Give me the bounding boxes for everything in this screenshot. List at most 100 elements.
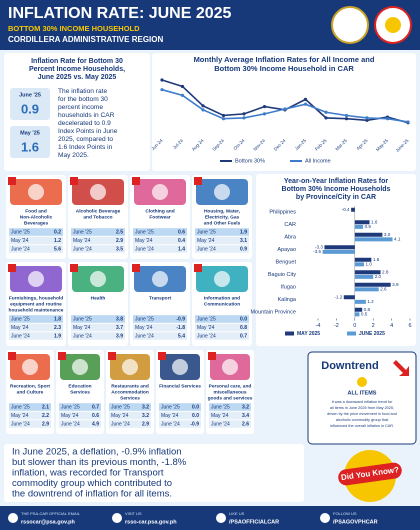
footer-label: LIKE US <box>229 511 245 516</box>
x-tick-label: 2 <box>372 323 375 329</box>
footer-icon <box>8 513 18 523</box>
card-row-value: 2.1 <box>42 404 49 410</box>
card-row-value: 3.1 <box>240 238 247 244</box>
card-icon-glyph <box>214 271 230 287</box>
card-row <box>9 315 63 323</box>
title: INFLATION RATE: JUNE 2025 <box>8 5 232 22</box>
card-row-label: May '24 <box>111 413 129 419</box>
card-name: Alcoholic Beverage <box>76 208 121 214</box>
bar-panel <box>256 174 416 346</box>
point <box>262 105 267 109</box>
card-icon-glyph <box>152 184 168 200</box>
card-name: miscellaneous <box>213 389 246 395</box>
card-row <box>133 228 187 236</box>
point <box>242 116 246 120</box>
card-icon-glyph <box>72 359 88 375</box>
may-value: 1.6 <box>21 139 39 154</box>
value-label: 1.2 <box>367 299 374 304</box>
y-tick-label: Abra <box>284 235 297 241</box>
y-tick-label: Apayao <box>277 247 296 253</box>
footer-value: /PSAGOVPHCAR <box>333 519 378 525</box>
y-tick-label: Mountain Province <box>250 310 296 316</box>
summary-text: May 2025. <box>58 152 89 159</box>
card-row-label: May '24 <box>61 413 79 419</box>
card-name: Services <box>120 395 140 401</box>
trend-arrow <box>208 352 216 360</box>
card-row <box>9 245 63 253</box>
card-icon-glyph <box>22 359 38 375</box>
card-row <box>9 332 63 340</box>
card-row-label: May '24 <box>11 238 29 244</box>
bar <box>354 287 379 292</box>
point <box>160 88 164 92</box>
downtrend-text: influenced the overall inflation in CAR. <box>330 424 394 428</box>
line-title: Monthly Average Inflation Rates for All … <box>194 55 375 64</box>
point <box>221 113 226 118</box>
card-row-label: May '24 <box>11 413 29 419</box>
card-row-label: June '25 <box>11 229 30 235</box>
card-row <box>195 245 249 253</box>
badge-ribbon <box>338 462 402 486</box>
summary-text: 2025, compared to <box>58 136 113 143</box>
card-row <box>9 403 51 411</box>
card-icon-glyph <box>90 184 106 200</box>
card-row-label: June '25 <box>197 316 216 322</box>
card-row-value: 3.5 <box>116 246 123 252</box>
line-title: Bottom 30% Income Household in CAR <box>214 64 354 73</box>
card-name: and Other Fuels <box>204 220 241 226</box>
card-name: and Tobacco <box>83 214 112 220</box>
card-row <box>59 403 101 411</box>
card-row-label: May '24 <box>197 238 215 244</box>
downtrend-subtitle: ALL ITEMS <box>348 390 377 396</box>
trend-arrow <box>58 352 66 360</box>
legend-label: MAY 2025 <box>297 331 320 337</box>
card-row-value: -0.9 <box>176 316 185 322</box>
trend-arrow <box>194 177 202 185</box>
card-row <box>109 420 151 428</box>
region: CORDILLERA ADMINISTRATIVE REGION <box>8 35 163 44</box>
summary-title: Percent Income Households, <box>29 66 125 73</box>
card-row-value: 1.4 <box>178 246 185 252</box>
card-name: Clothing and <box>145 208 174 214</box>
card-row <box>71 315 125 323</box>
card-name: Housing, Water, <box>204 208 241 214</box>
card-row-value: 2.9 <box>116 238 123 244</box>
y-tick-label: Benguet <box>276 260 297 266</box>
card-row <box>133 236 187 245</box>
card-name: Electricity, Gas <box>205 214 240 220</box>
card-name: and Culture <box>17 389 44 395</box>
card-row-value: 0.0 <box>192 413 199 419</box>
bar <box>354 282 391 287</box>
card-icon-glyph <box>152 271 168 287</box>
value-label: 3.0 <box>384 232 391 237</box>
bar <box>354 307 363 312</box>
bar <box>354 312 360 317</box>
point <box>201 104 205 108</box>
x-tick-label: 4 <box>390 323 393 329</box>
value-label: 4.1 <box>394 237 401 242</box>
card-row <box>209 411 251 420</box>
y-tick-label: Kalinga <box>278 297 297 303</box>
card-name: Restaurants and <box>111 383 149 389</box>
legend-swatch <box>347 331 356 336</box>
point <box>365 116 369 120</box>
card-row <box>59 411 101 420</box>
card-name: Financial Services <box>159 383 201 389</box>
value-label: 1.8 <box>373 257 380 262</box>
card-row-label: May '24 <box>73 325 91 331</box>
point <box>201 108 205 112</box>
logo-psa <box>331 6 369 44</box>
trend-arrow <box>8 177 16 185</box>
did-you-know-text: commodity group which contributed to <box>12 478 172 489</box>
card-row-value: 3.2 <box>142 404 149 410</box>
june-label: June '25 <box>19 92 41 98</box>
card-name: goods and services <box>208 395 253 401</box>
point <box>406 120 410 124</box>
card-row <box>133 323 187 332</box>
point <box>221 117 226 121</box>
card-row-value: -0.9 <box>190 421 199 427</box>
value-label: 1.6 <box>371 219 378 224</box>
card-row <box>195 323 249 332</box>
may-label: May '25 <box>20 130 40 136</box>
